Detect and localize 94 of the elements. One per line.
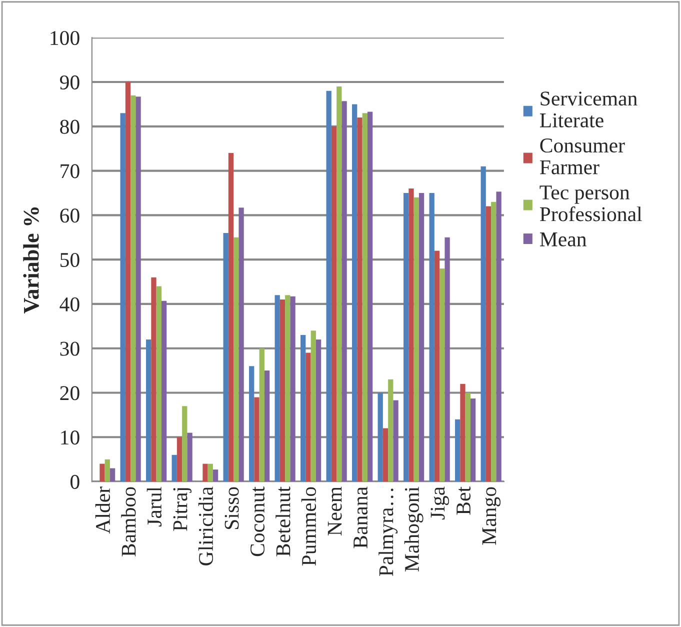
x-tick-label: Jiga [430,486,450,520]
bar [146,339,152,482]
legend-label: Tec person Professional [540,186,642,222]
bar [491,202,496,482]
bar [202,464,208,482]
bar [470,398,476,482]
x-tick-label: Jarul [146,486,162,526]
y-tick-label: 50 [60,252,80,268]
bar [110,468,116,482]
x-tick-label: Alder [95,486,110,534]
y-tick-label: 80 [60,120,80,134]
y-tick-label: 40 [60,297,80,312]
bar [208,464,213,482]
y-tick-label: 90 [60,75,80,90]
bar [418,192,424,482]
bar [440,268,445,482]
bar [444,237,450,482]
bar [182,406,188,482]
bar [336,86,342,482]
bar [254,397,260,482]
bar [223,232,228,482]
x-tick-label: Coconut [250,486,265,556]
bar [367,112,373,482]
bar [393,400,398,482]
bar [429,192,434,482]
bar [362,113,368,482]
bar [100,464,105,482]
bar [486,206,492,482]
bar [161,300,167,482]
x-tick-label: Bet [456,486,471,515]
bar [310,330,316,482]
y-axis-title: Variable % [23,207,39,314]
x-tick-label: Neem [328,486,342,536]
y-tick-label: 10 [61,430,80,445]
bar [212,470,218,482]
x-tick-label: Mango [482,487,501,545]
y-tick-label: 20 [60,386,80,400]
bar [104,459,110,482]
x-tick-label: Palmyra… [378,488,398,576]
bar [465,392,470,482]
x-tick-label: Pitraj [173,488,192,531]
bar [156,286,162,482]
bar [378,392,383,482]
x-tick-label: Pummelo [301,487,316,566]
x-tick-label: Bamboo [121,487,136,556]
bar [125,82,131,482]
bar [234,237,239,482]
bar [480,166,486,482]
bar [342,101,347,482]
bar [290,296,296,482]
bar [130,95,136,482]
bar [151,277,156,482]
bar [306,352,311,482]
bar [136,96,141,482]
y-tick-label: 70 [60,164,80,178]
legend-label: Serviceman Literate [540,92,638,128]
x-tick-label: Banana [354,486,368,548]
x-tick-label: Gliricidia [198,486,214,566]
bar [455,419,460,482]
x-tick-label: Betelnut [276,486,290,556]
bar [352,104,358,482]
legend-label: Mean [540,232,586,246]
y-tick-label: 30 [60,342,80,356]
legend-label: Consumer Farmer [540,138,625,174]
bar [496,192,502,482]
bar [331,126,337,482]
bar [228,153,234,482]
bar [187,432,192,482]
bar [249,366,254,482]
bar [382,428,388,482]
y-tick-label: 60 [60,208,80,223]
bar [172,454,177,482]
bar [176,437,182,482]
bar [120,113,126,482]
bar [280,300,286,482]
bar [259,348,264,482]
bar [414,197,419,482]
bar [238,208,244,482]
bar [274,295,280,482]
x-tick-label: Mahogoni [404,486,424,572]
bar [460,384,466,482]
bar [404,192,409,482]
y-tick-label: 100 [50,30,80,46]
y-tick-label: 0 [70,474,80,489]
bar [285,295,290,482]
bar [264,370,270,482]
bar [357,118,362,482]
bar [434,250,440,482]
bar [326,90,332,482]
bar [300,335,306,482]
x-tick-label: Sisso [224,487,239,530]
bar [408,188,414,482]
bar [316,339,322,482]
bar [388,379,394,482]
